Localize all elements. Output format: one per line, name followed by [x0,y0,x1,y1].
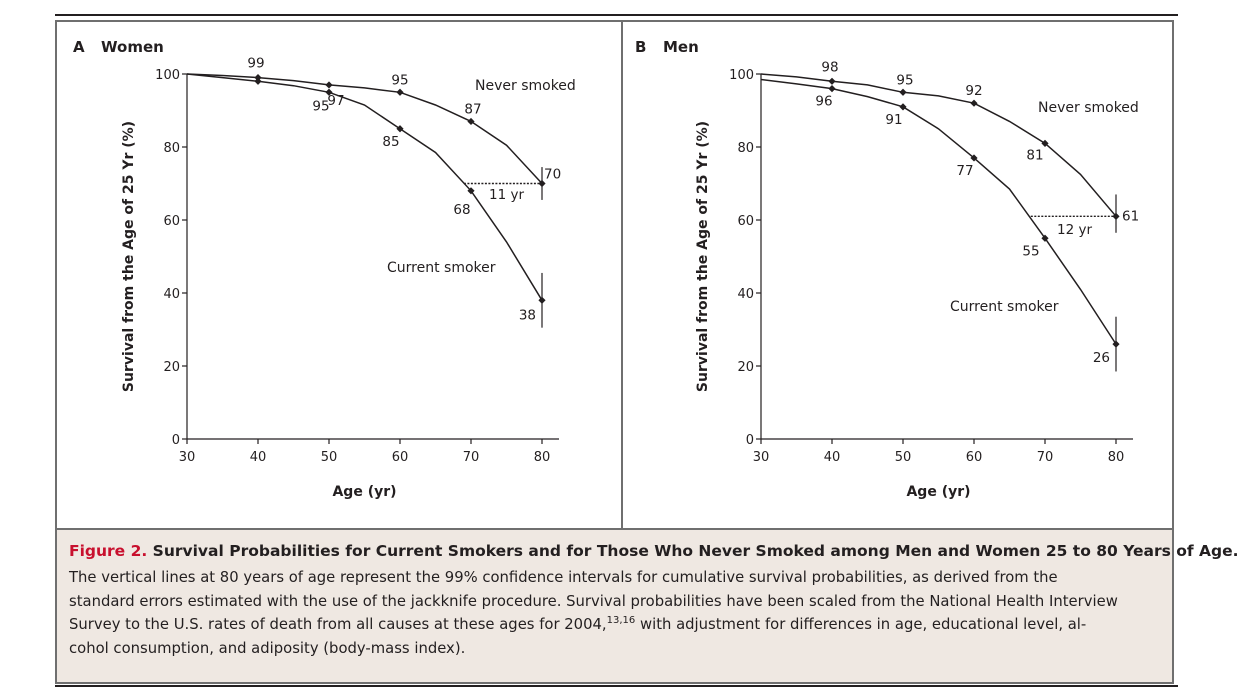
citation-superscript: 13,16 [606,615,636,626]
panel-letter: B [635,38,646,56]
x-tick-label: 70 [463,450,480,465]
panel-title: Women [101,38,164,56]
years-lost-label: 11 yr [489,187,524,203]
data-point-marker [254,77,262,85]
x-axis-title: Age (yr) [332,484,396,500]
panel-title: Men [663,38,699,56]
x-tick-label: 40 [824,450,841,465]
data-point-marker [396,88,404,96]
x-tick-label: 50 [321,450,338,465]
caption-title-line: Figure 2. Survival Probabilities for Cur… [69,540,1239,562]
panel-divider [621,20,623,528]
data-label: 26 [1093,350,1110,366]
data-label: 68 [453,202,470,218]
series-line [760,78,1117,345]
caption-line: standard errors estimated with the use o… [69,592,1118,610]
series-line [186,73,543,185]
y-tick-label: 40 [163,287,180,302]
x-tick-label: 30 [753,450,770,465]
panel-men-chart: B Men 0 20 40 60 80 100 30 40 50 60 70 80 Age (yr) Surv… [635,38,1139,500]
top-rule [55,14,1178,16]
x-tick-label: 30 [179,450,196,465]
data-point-marker [828,85,836,93]
data-label: 92 [965,83,982,99]
y-tick-label: 40 [737,287,754,302]
years-lost-label: 12 yr [1057,222,1092,238]
data-label: 91 [885,112,902,128]
data-label: 55 [1022,243,1039,259]
data-point-marker [970,154,978,162]
x-tick-label: 60 [392,450,409,465]
data-label: 38 [519,307,536,323]
data-point-marker [467,187,475,195]
x-tick-label: 60 [966,450,983,465]
y-tick-label: 0 [746,433,754,448]
caption-line: Survey to the U.S. rates of death from a… [69,613,1160,637]
data-label: 95 [312,98,329,114]
y-tick-label: 100 [729,68,754,83]
x-tick-label: 80 [1108,450,1125,465]
series-line [186,73,543,301]
figure-number: Figure 2. [69,542,148,560]
data-label: 87 [464,101,481,117]
data-point-marker [467,117,475,126]
y-tick-label: 60 [163,214,180,229]
series-line [760,73,1117,217]
caption-title: Survival Probabilities for Current Smoke… [152,542,1239,560]
data-point-marker [396,125,404,133]
y-tick-label: 80 [737,141,754,156]
caption-text: with adjustment for differences in age, … [635,616,1087,633]
panel-letter: A [73,38,85,56]
data-label: 61 [1122,208,1139,224]
x-tick-label: 40 [250,450,267,465]
caption-line: The vertical lines at 80 years of age re… [69,569,1058,586]
series-name-label: Never smoked [475,78,576,94]
figure-frame [55,20,1174,684]
y-tick-label: 60 [737,214,754,229]
y-tick-label: 100 [155,68,180,83]
data-label: 98 [821,59,838,75]
y-axis-title: Survival from the Age of 25 Yr (%) [695,121,711,392]
data-label: 95 [896,72,913,88]
data-point-marker [325,88,333,96]
caption-line: cohol consumption, and adiposity (body-m… [69,639,466,657]
bottom-rule [55,685,1178,687]
data-point-marker [538,296,546,304]
data-label: 85 [382,134,399,150]
figure-caption: Figure 2. Survival Probabilities for Cur… [57,528,1239,682]
y-tick-label: 20 [737,360,754,375]
y-tick-label: 80 [163,141,180,156]
x-tick-label: 70 [1037,450,1054,465]
series-name-label: Current smoker [387,260,496,276]
data-point-marker [899,103,907,111]
caption-text: Survey to the U.S. rates of death from a… [69,616,607,633]
data-label: 70 [544,167,561,183]
data-label: 99 [247,56,264,72]
series-name-label: Never smoked [1038,100,1139,116]
series-name-label: Current smoker [950,299,1059,315]
x-tick-label: 80 [534,450,551,465]
caption-body: The vertical lines at 80 years of age re… [69,566,1160,660]
y-axis-title: Survival from the Age of 25 Yr (%) [121,121,137,392]
data-point-marker [325,81,333,89]
data-label: 77 [956,163,973,179]
x-axis-title: Age (yr) [906,484,970,500]
data-label: 95 [391,72,408,88]
data-point-marker [970,99,978,107]
data-label: 96 [815,94,832,110]
data-point-marker [828,77,836,85]
panel-women-chart: A Women 0 20 40 60 80 100 30 40 50 60 70 80 Age (yr) Su… [73,38,576,500]
y-tick-label: 0 [172,433,180,448]
data-point-marker [254,74,262,82]
data-point-marker [899,88,907,96]
y-tick-label: 20 [163,360,180,375]
data-label: 81 [1026,147,1043,163]
x-tick-label: 50 [895,450,912,465]
